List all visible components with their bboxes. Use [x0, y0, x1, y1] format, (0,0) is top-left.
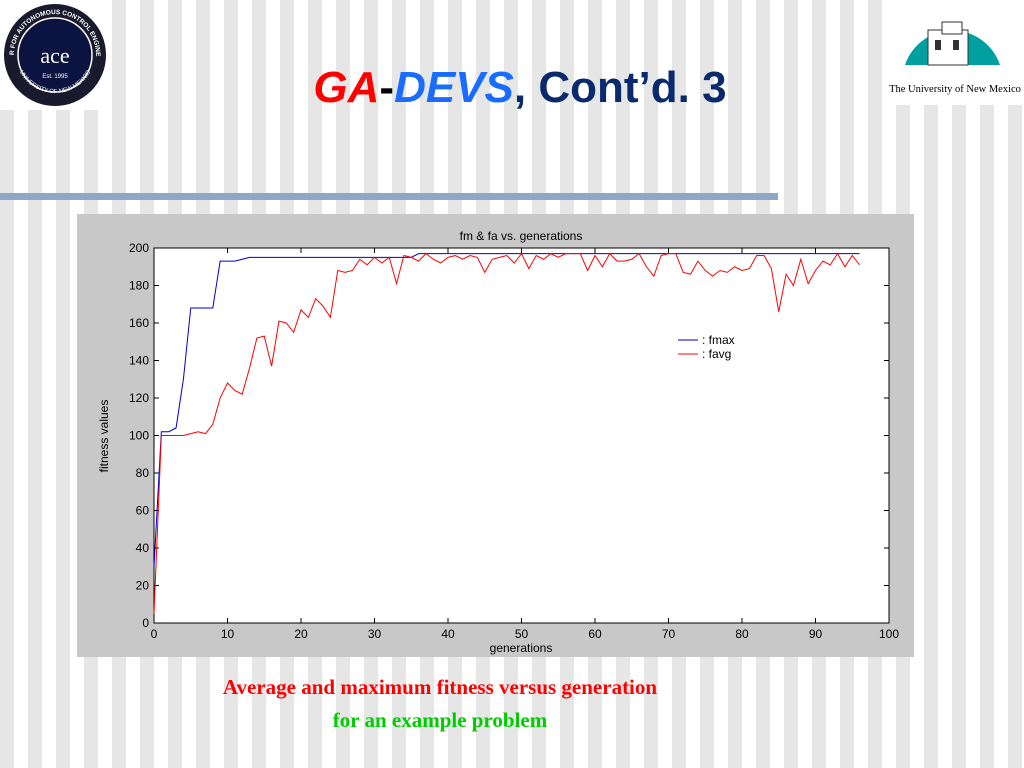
x-tick-label: 40 [441, 627, 455, 641]
unm-caption: The University of New Mexico [889, 84, 1021, 95]
y-tick-label: 20 [136, 579, 150, 593]
y-tick-label: 120 [129, 391, 149, 405]
x-tick-label: 0 [151, 627, 158, 641]
divider-bar [0, 193, 778, 200]
title-part: , Cont’d. 3 [514, 63, 727, 112]
y-tick-label: 140 [129, 354, 149, 368]
x-tick-label: 80 [735, 627, 749, 641]
line-series [153, 252, 860, 614]
slide-title: GA-DEVS, Cont’d. 3 [313, 63, 726, 112]
line-series [153, 253, 860, 567]
y-tick-label: 0 [142, 616, 149, 630]
caption-line: for an example problem [333, 708, 548, 732]
logo-name: ace [40, 43, 69, 68]
x-tick-label: 90 [809, 627, 823, 641]
legend-label: : fmax [702, 333, 735, 347]
x-tick-label: 70 [662, 627, 676, 641]
legend-label: : favg [702, 347, 731, 361]
unm-logo: The University of New Mexico [888, 0, 1024, 105]
x-tick-label: 100 [879, 627, 899, 641]
ace-logo: CENTER FOR AUTONOMOUS CONTROL ENGINEERIN… [0, 0, 110, 110]
y-tick-label: 160 [129, 316, 149, 330]
y-tick-label: 80 [136, 466, 150, 480]
chart: 0 10 20 30 40 50 60 70 80 90 100 0 20 40 60 80 100 120 140… [129, 241, 899, 641]
y-tick-label: 40 [136, 541, 150, 555]
x-tick-label: 60 [588, 627, 602, 641]
chart-title: fm & fa vs. generations [460, 229, 583, 243]
y-tick-label: 100 [129, 429, 149, 443]
title-part: - [379, 63, 394, 112]
y-axis-label: fitness values [97, 400, 111, 473]
x-axis-label: generations [490, 641, 553, 655]
y-tick-label: 200 [129, 241, 149, 255]
title-part: GA [313, 63, 379, 112]
logo-established: Est. 1995 [42, 74, 68, 80]
x-tick-label: 30 [368, 627, 382, 641]
title-part: DEVS [394, 63, 514, 112]
y-tick-label: 60 [136, 504, 150, 518]
y-tick-label: 180 [129, 279, 149, 293]
plot-area [153, 247, 890, 624]
x-tick-label: 50 [515, 627, 529, 641]
caption-line: Average and maximum fitness versus gener… [223, 675, 657, 699]
x-tick-label: 10 [221, 627, 235, 641]
x-tick-label: 20 [294, 627, 308, 641]
